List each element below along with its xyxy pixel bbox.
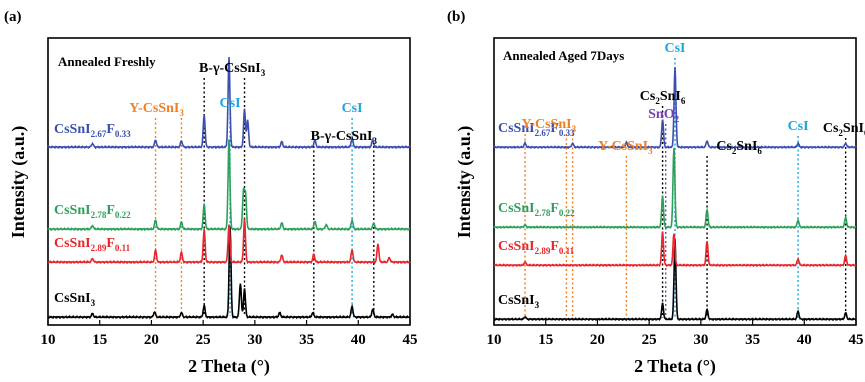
peak-annotation-4: CsI (342, 101, 363, 116)
panel-a-condition: Annealed Freshly (58, 54, 156, 69)
series-line-1 (47, 218, 411, 265)
series-line-1 (493, 231, 857, 268)
xtick-label: 20 (590, 332, 605, 348)
series-label-3: CsSnI2.67F0.33 (498, 121, 575, 138)
peak-annotation-3: SnO2 (648, 107, 679, 124)
panel-b-ylabel: Intensity (a.u.) (454, 126, 475, 239)
xtick-label: 25 (196, 332, 211, 348)
panel-a-label: (a) (4, 9, 22, 25)
peak-annotation-7: Cs2SnI6 (823, 121, 865, 138)
xtick-label: 20 (144, 332, 159, 348)
series-label-3: CsSnI2.67F0.33 (54, 122, 131, 139)
panel-b-label: (b) (447, 9, 465, 25)
series-line-2 (47, 139, 411, 232)
series-label-1: CsSnI2.89F0.11 (498, 239, 575, 256)
peak-annotation-3: B-γ-CsSnI3 (311, 129, 378, 146)
panel-a-series (47, 57, 411, 320)
panel-a-annotations: Y-CsSnI3 B-γ-CsSnI3 CsI B-γ-CsSnI3 CsI (129, 61, 377, 146)
panel-b: (b) Annealed Aged 7Days 2 Theta (°) Inte… (447, 9, 865, 377)
panel-b-annotations: Y-CsSnI3Y-CsSnI3Cs2SnI6SnO2CsICs2SnI6CsI… (522, 41, 865, 156)
panel-b-series-labels: CsSnI3 CsSnI2.89F0.11 CsSnI2.78F0.22 CsSnI2… (498, 121, 575, 310)
panel-a-frame (47, 37, 411, 326)
series-label-2: CsSnI2.78F0.22 (498, 201, 575, 218)
peak-annotation-0: Y-CsSnI3 (522, 117, 577, 134)
peak-annotation-0: Y-CsSnI3 (129, 101, 184, 118)
panel-b-frame (493, 37, 857, 326)
series-line-0 (47, 226, 411, 320)
series-label-1: CsSnI2.89F0.11 (54, 236, 131, 253)
panel-a-ylabel: Intensity (a.u.) (8, 126, 29, 239)
panel-a-series-labels: CsSnI3 CsSnI2.89F0.11 CsSnI2.78F0.22 CsSnI2… (54, 122, 131, 308)
xtick-label: 45 (849, 332, 864, 348)
xtick-label: 45 (403, 332, 418, 348)
panel-a-reference-lines (154, 78, 375, 316)
peak-annotation-2: Cs2SnI6 (640, 89, 686, 106)
peak-annotation-1: Y-CsSnI3 (598, 139, 653, 156)
xtick-label: 15 (92, 332, 107, 348)
xtick-label: 40 (797, 332, 812, 348)
series-label-2: CsSnI2.78F0.22 (54, 203, 131, 220)
xtick-label: 25 (642, 332, 657, 348)
peak-annotation-4: CsI (664, 41, 685, 56)
panel-b-condition: Annealed Aged 7Days (503, 48, 624, 63)
series-label-0: CsSnI3 (54, 291, 96, 308)
panel-a: (a) Annealed Freshly 2 Theta (°) Intensi… (4, 9, 418, 377)
peak-annotation-2: CsI (220, 96, 241, 111)
xtick-label: 10 (41, 332, 56, 348)
series-line-3 (493, 67, 857, 150)
xtick-label: 40 (351, 332, 366, 348)
xtick-label: 35 (745, 332, 760, 348)
peak-annotation-5: Cs2SnI6 (716, 139, 762, 156)
panel-b-xlabel: 2 Theta (°) (634, 356, 716, 377)
panel-b-xticks: 10 15 20 25 30 35 40 45 (487, 320, 864, 348)
xtick-label: 10 (487, 332, 502, 348)
xtick-label: 15 (538, 332, 553, 348)
peak-annotation-1: B-γ-CsSnI3 (199, 61, 266, 78)
xtick-label: 35 (299, 332, 314, 348)
panel-a-xticks: 10 15 20 25 30 35 40 45 (41, 320, 418, 348)
series-line-3 (47, 57, 411, 150)
panel-b-series (493, 67, 857, 322)
xtick-label: 30 (693, 332, 708, 348)
panel-a-xlabel: 2 Theta (°) (188, 356, 270, 377)
series-line-2 (493, 147, 857, 230)
xtick-label: 30 (247, 332, 262, 348)
series-label-0: CsSnI3 (498, 293, 540, 310)
peak-annotation-6: CsI (788, 119, 809, 134)
